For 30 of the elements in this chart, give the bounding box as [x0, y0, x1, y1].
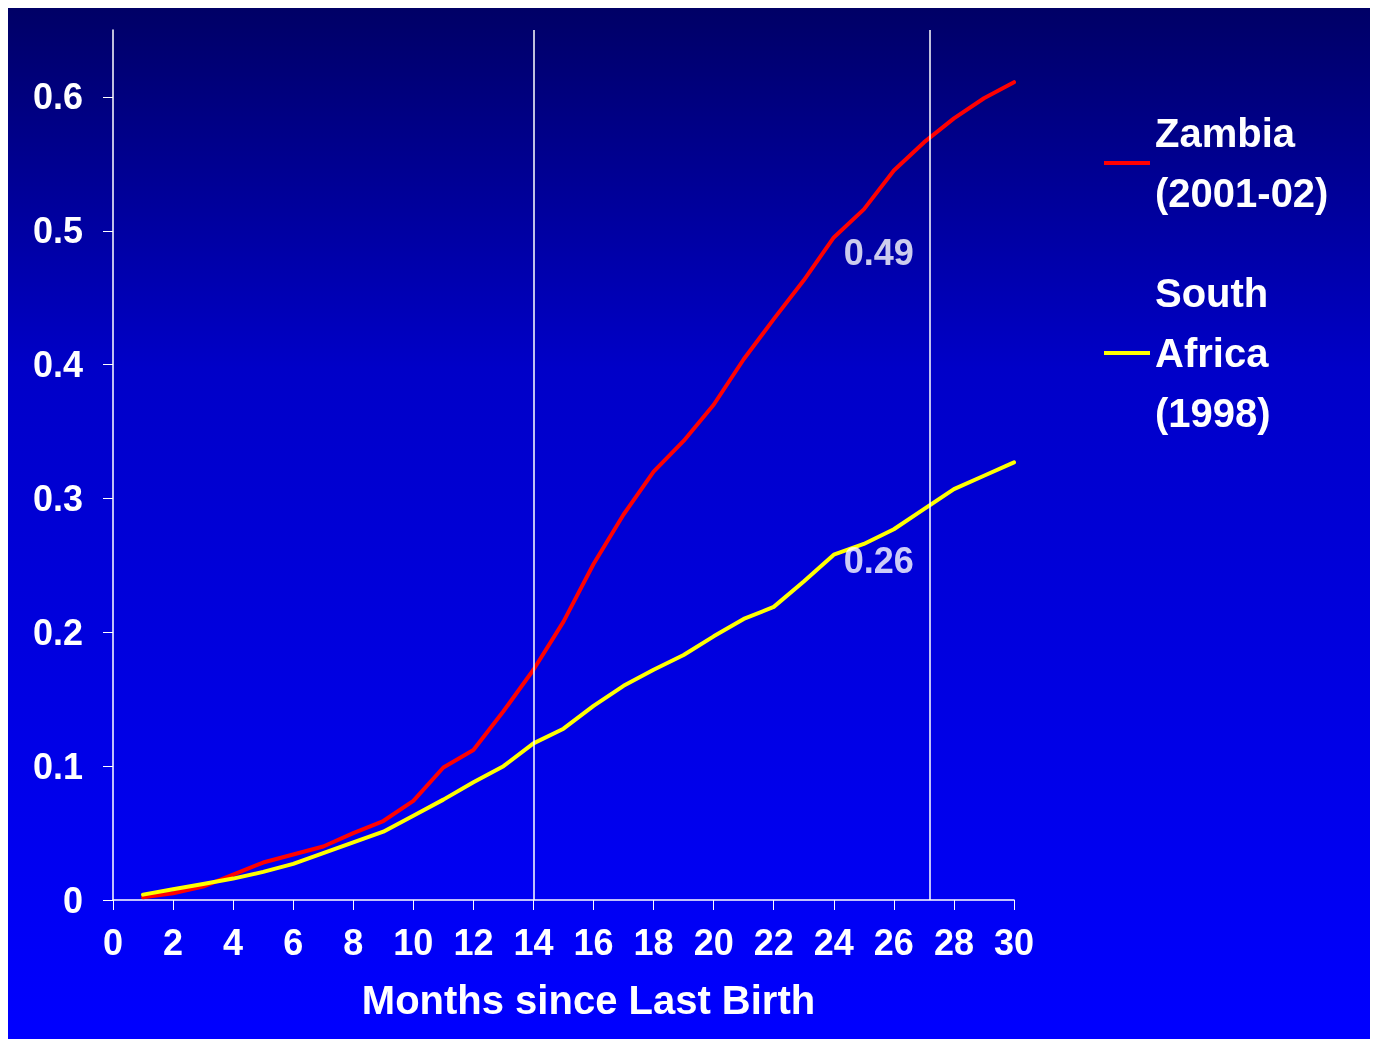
line-series — [141, 80, 1016, 900]
x-tick-label: 8 — [343, 921, 364, 963]
x-tick-label: 6 — [283, 921, 304, 963]
x-tick-label: 0 — [102, 921, 124, 963]
x-tick-label: 22 — [753, 921, 794, 963]
x-tick-label: 16 — [573, 921, 614, 963]
x-tick-label: 12 — [453, 921, 494, 963]
x-tick-label: 2 — [163, 921, 184, 963]
y-tick-label: 0.6 — [32, 76, 83, 118]
line-series — [141, 460, 1016, 897]
y-tick-label: 0.3 — [32, 477, 83, 519]
x-tick-label: 4 — [223, 921, 244, 963]
x-axis-title: Months since Last Birth — [361, 978, 816, 1022]
x-tick-label: 10 — [393, 921, 434, 963]
y-tick-label: 0.5 — [32, 210, 83, 252]
legend-label: South Africa (1998) — [1155, 271, 1280, 435]
y-tick-label: 0.2 — [32, 611, 83, 653]
x-tick-label: 26 — [873, 921, 914, 963]
annotation: 0.26 — [843, 539, 914, 581]
legend-label: Zambia (2001-02) — [1155, 111, 1329, 215]
annotation: 0.49 — [843, 231, 914, 273]
y-tick-label: 0 — [62, 879, 83, 921]
x-tick-label: 18 — [633, 921, 674, 963]
x-tick-label: 24 — [813, 921, 854, 963]
x-tick-label: 14 — [513, 921, 554, 963]
x-tick-label: 30 — [993, 921, 1035, 963]
y-tick-label: 0.4 — [32, 344, 83, 386]
x-tick-label: 28 — [933, 921, 974, 963]
y-tick-label: 0.1 — [32, 745, 83, 787]
x-tick-label: 20 — [693, 921, 734, 963]
